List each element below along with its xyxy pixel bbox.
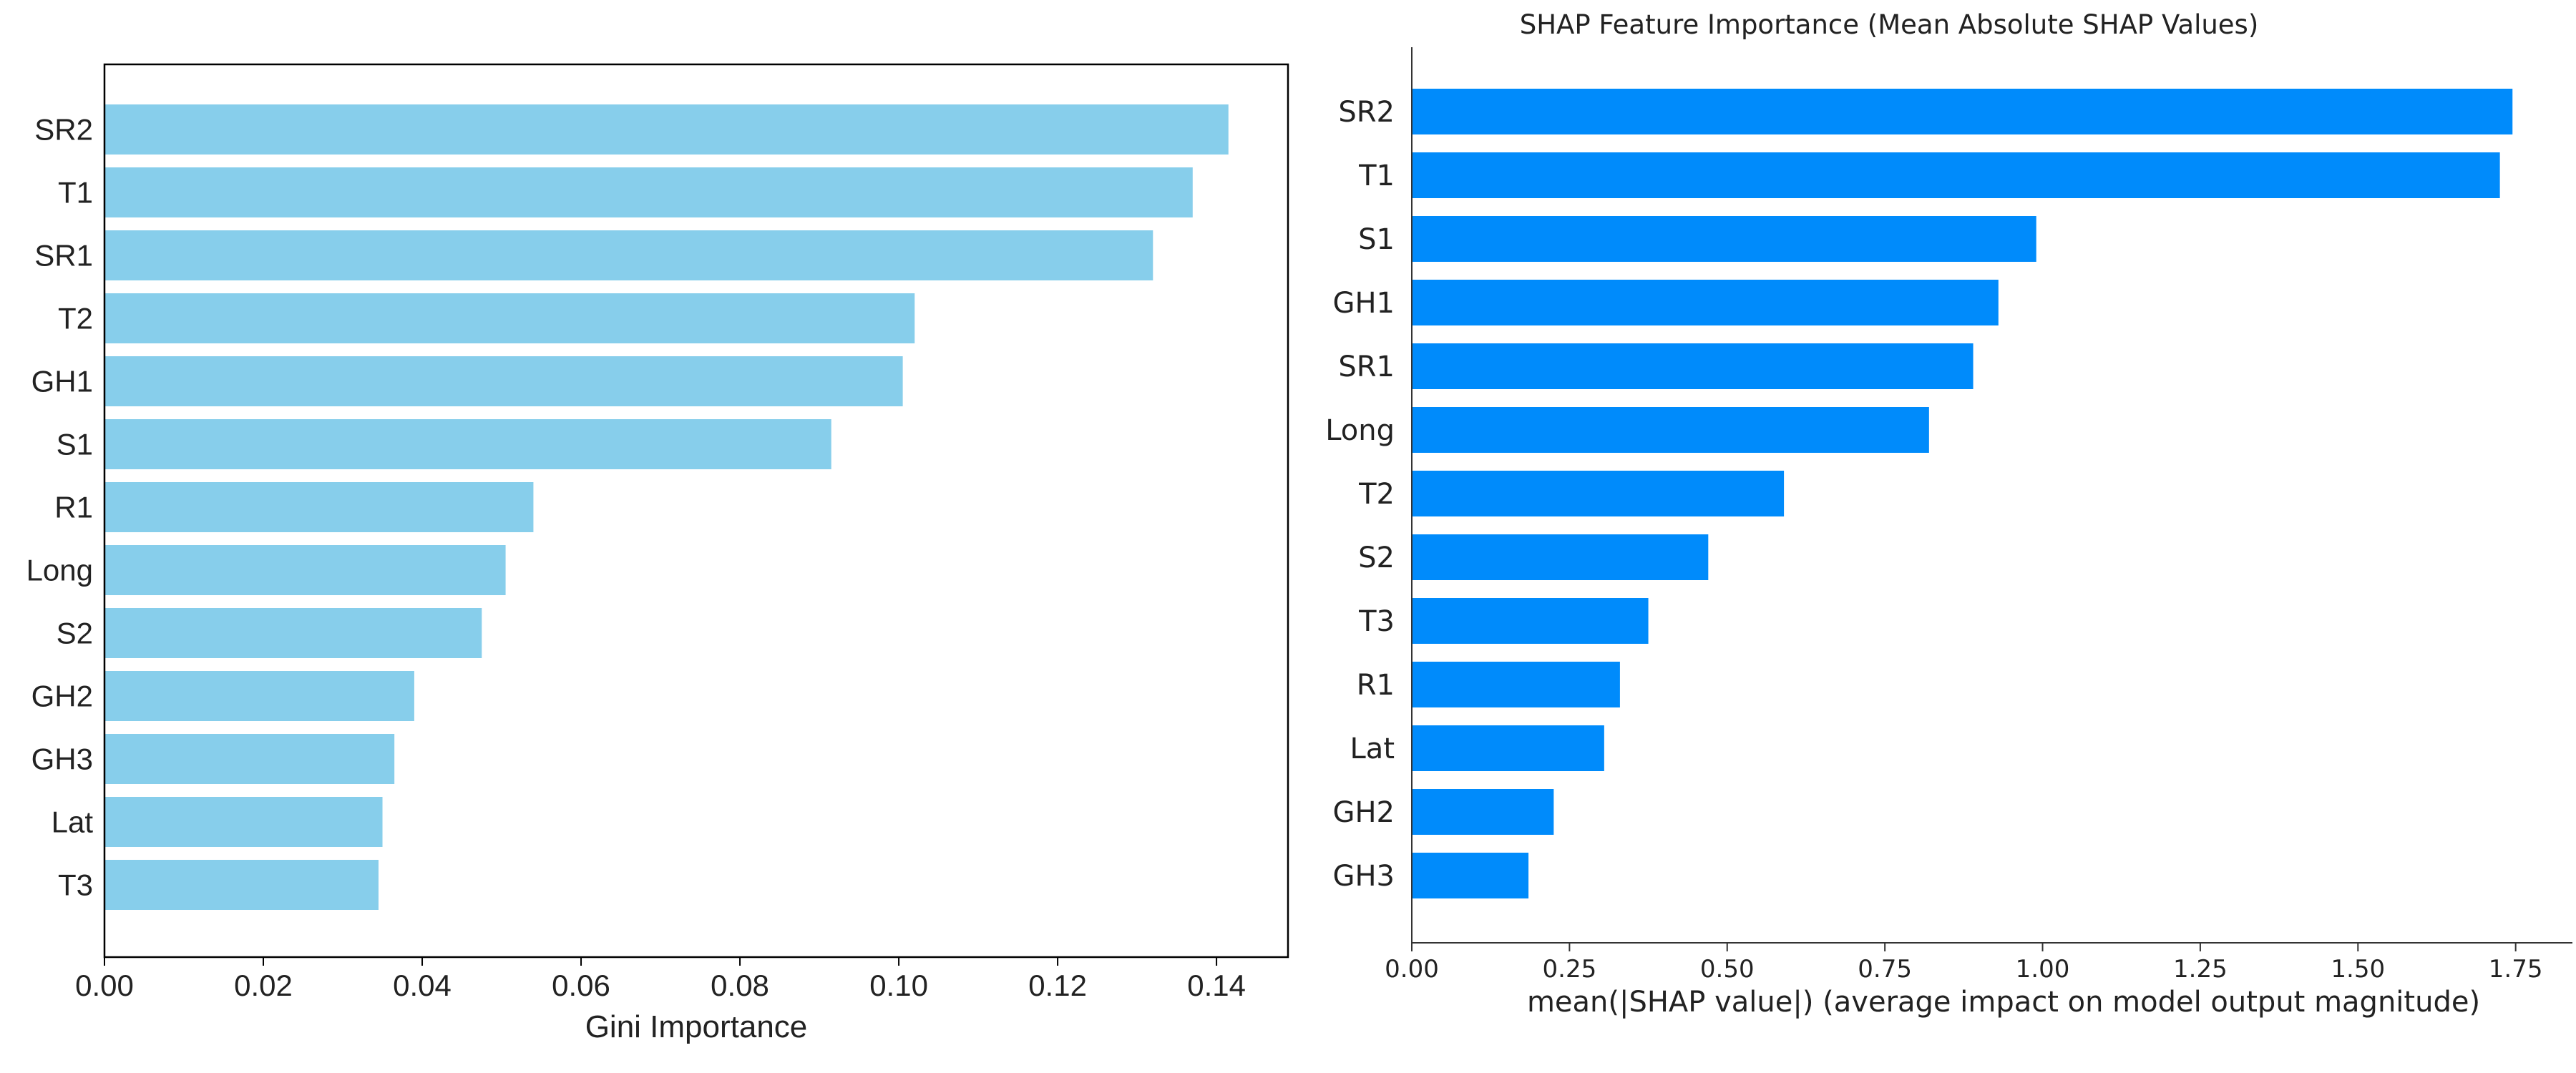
gini-category-label: SR1 — [34, 239, 93, 273]
gini-category-labels: SR2 T1 SR1 T2 GH1 S1 R1 Long S2 GH2 GH3 Lat T3 — [26, 113, 94, 902]
shap-x-tick-label: 1.00 — [2016, 955, 2070, 984]
gini-category-label: T2 — [58, 302, 93, 335]
shap-category-labels: SR2 T1 S1 GH1 SR1 Long T2 S2 T3 R1 Lat GH2 GH3 — [1325, 96, 1395, 893]
gini-x-tick-label: 0.14 — [1187, 969, 1246, 1002]
gini-category-label: GH1 — [31, 365, 93, 398]
gini-category-label: GH3 — [31, 743, 93, 776]
gini-bar-t1 — [104, 167, 1193, 217]
gini-category-label: S2 — [57, 617, 93, 650]
shap-importance-chart: SHAP Feature Importance (Mean Absolute S… — [1325, 9, 2572, 1019]
shap-category-label: T3 — [1358, 605, 1395, 638]
gini-bar-t3 — [104, 860, 379, 910]
shap-x-tick-label: 1.50 — [2331, 955, 2385, 984]
shap-category-label: R1 — [1357, 669, 1395, 702]
shap-bars — [1412, 89, 2513, 898]
gini-category-label: T3 — [58, 868, 93, 902]
gini-importance-chart: 0.00 0.02 0.04 0.06 0.08 0.10 0.12 0.14 SR2T1SR… — [26, 63, 1289, 1044]
gini-category-label: R1 — [54, 491, 93, 524]
gini-bar-sr1 — [104, 230, 1153, 280]
gini-bar-s1 — [104, 419, 831, 469]
gini-bar-r1 — [104, 482, 534, 532]
shap-category-label: GH2 — [1332, 796, 1395, 829]
shap-bar-gh2 — [1412, 789, 1554, 835]
shap-chart-title: SHAP Feature Importance (Mean Absolute S… — [1520, 9, 2259, 40]
shap-bar-t1 — [1412, 152, 2500, 198]
gini-bar-gh1 — [104, 356, 903, 406]
gini-axes-frame — [103, 63, 1289, 959]
gini-bar-gh3 — [104, 734, 395, 784]
shap-category-label: T2 — [1358, 478, 1395, 511]
shap-x-tick-label: 0.50 — [1700, 955, 1755, 984]
shap-x-axis-label: mean(|SHAP value|) (average impact on mo… — [1527, 986, 2480, 1019]
gini-x-tick-label: 0.08 — [711, 969, 769, 1002]
gini-x-tick-label: 0.10 — [869, 969, 928, 1002]
gini-category-label: Lat — [52, 805, 94, 839]
gini-category-label: S1 — [57, 428, 93, 461]
shap-x-tick-label: 0.25 — [1543, 955, 1597, 984]
shap-bar-gh3 — [1412, 853, 1529, 898]
shap-category-label: S2 — [1358, 542, 1395, 574]
shap-category-label: Long — [1325, 414, 1395, 447]
shap-bar-long — [1412, 407, 1929, 453]
shap-bar-t2 — [1412, 471, 1785, 516]
gini-x-tick-label: 0.04 — [393, 969, 452, 1002]
gini-bar-gh2 — [104, 671, 414, 721]
shap-bar-sr1 — [1412, 343, 1974, 389]
shap-category-label: T1 — [1358, 160, 1395, 192]
gini-bars — [104, 104, 1229, 910]
shap-bar-s1 — [1412, 216, 2036, 262]
gini-category-label: Long — [26, 554, 93, 587]
shap-bar-lat — [1412, 725, 1604, 771]
gini-category-label: T1 — [58, 176, 93, 210]
shap-category-label: SR1 — [1338, 351, 1395, 383]
gini-x-tick-label: 0.06 — [552, 969, 610, 1002]
shap-x-ticks: 0.00 0.25 0.50 0.75 1.00 1.25 1.50 1.75 — [1385, 943, 2543, 984]
shap-x-tick-label: 1.25 — [2173, 955, 2228, 984]
gini-bar-lat — [104, 797, 383, 847]
shap-category-label: Lat — [1350, 733, 1395, 765]
shap-category-label: S1 — [1358, 223, 1395, 256]
shap-x-tick-label: 1.75 — [2489, 955, 2543, 984]
shap-bar-s2 — [1412, 534, 1709, 580]
shap-bar-sr2 — [1412, 89, 2513, 134]
gini-x-tick-label: 0.00 — [75, 969, 134, 1002]
shap-x-tick-label: 0.75 — [1858, 955, 1912, 984]
gini-x-axis-label: Gini Importance — [585, 1009, 808, 1044]
gini-x-ticks: 0.00 0.02 0.04 0.06 0.08 0.10 0.12 0.14 — [75, 957, 1246, 1002]
shap-bar-gh1 — [1412, 280, 1999, 325]
shap-bar-r1 — [1412, 662, 1620, 707]
shap-bar-t3 — [1412, 598, 1649, 644]
shap-x-tick-label: 0.00 — [1385, 955, 1439, 984]
shap-category-label: GH3 — [1332, 860, 1395, 893]
gini-bar-s2 — [104, 608, 482, 658]
gini-category-label: GH2 — [31, 680, 93, 713]
gini-category-label: SR2 — [34, 113, 93, 147]
gini-bar-t2 — [104, 293, 915, 343]
gini-x-tick-label: 0.02 — [234, 969, 293, 1002]
shap-category-label: SR2 — [1338, 96, 1395, 129]
gini-bar-long — [104, 545, 506, 595]
shap-category-label: GH1 — [1332, 287, 1395, 320]
gini-x-tick-label: 0.12 — [1028, 969, 1087, 1002]
gini-bar-sr2 — [104, 104, 1229, 155]
